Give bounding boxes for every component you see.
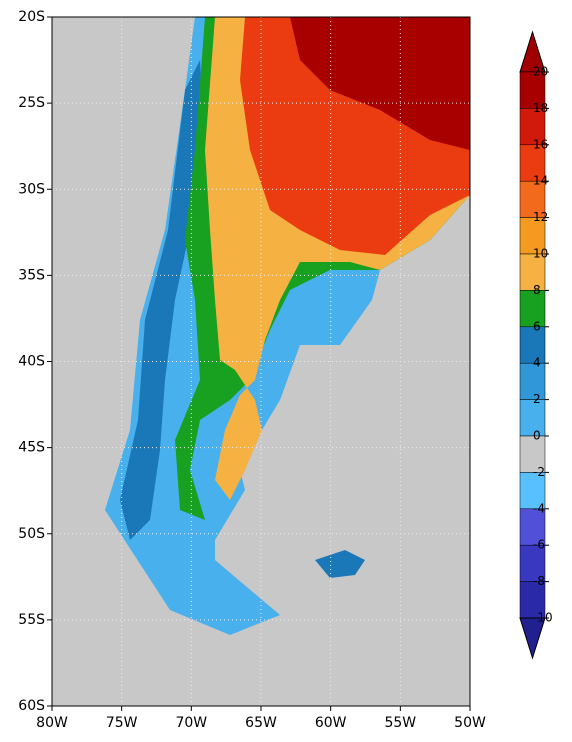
lat-tick-label: 45S <box>18 440 45 456</box>
colorbar-label: -10 <box>533 611 553 625</box>
lon-tick-label: 55W <box>384 715 416 731</box>
colorbar-bin <box>519 71 546 109</box>
map-plot <box>51 16 471 707</box>
colorbar-label: -4 <box>533 501 545 515</box>
lon-tick-label: 60W <box>315 715 347 731</box>
lon-tick-label: 80W <box>36 715 68 731</box>
colorbar-bin <box>519 581 546 619</box>
colorbar-bin <box>519 544 546 582</box>
colorbar-label: 8 <box>533 283 541 297</box>
lat-tick-label: 35S <box>18 267 45 283</box>
lat-tick-label: 30S <box>18 181 45 197</box>
lon-tick-label: 75W <box>106 715 138 731</box>
colorbar-label: -2 <box>533 465 545 479</box>
colorbar-bin <box>519 180 546 218</box>
colorbar-label: -8 <box>533 574 545 588</box>
colorbar-bin <box>519 217 546 255</box>
colorbar-bottom-arrow <box>519 617 546 660</box>
zone-dark-red <box>290 17 470 150</box>
colorbar-bin <box>519 253 546 291</box>
colorbar-bin <box>519 326 546 364</box>
colorbar-label: 16 <box>533 137 548 151</box>
colorbar-label: 20 <box>533 65 548 79</box>
lon-tick-label: 65W <box>245 715 277 731</box>
lat-tick-label: 55S <box>18 612 45 628</box>
colorbar-bin <box>519 508 546 546</box>
colorbar-label: 12 <box>533 210 548 224</box>
colorbar-label: 2 <box>533 392 541 406</box>
lat-tick-label: 50S <box>18 526 45 542</box>
lat-tick-label: 25S <box>18 95 45 111</box>
lat-tick-label: 20S <box>18 9 45 25</box>
lon-tick-label: 70W <box>175 715 207 731</box>
colorbar-label: 0 <box>533 429 541 443</box>
andes-dark-blue <box>120 60 205 540</box>
colorbar-bin <box>519 362 546 400</box>
colorbar-label: 10 <box>533 247 548 261</box>
lon-tick-label: 50W <box>454 715 486 731</box>
falklands <box>315 550 365 578</box>
zone-light-blue-coast <box>292 282 372 345</box>
colorbar-label: -6 <box>533 538 545 552</box>
colorbar-label: 18 <box>533 101 548 115</box>
lat-tick-label: 60S <box>18 698 45 714</box>
lat-tick-label: 40S <box>18 354 45 370</box>
colorbar-label: 4 <box>533 356 541 370</box>
colorbar-bin <box>519 290 546 328</box>
colorbar-label: 6 <box>533 319 541 333</box>
colorbar-label: 14 <box>533 174 548 188</box>
